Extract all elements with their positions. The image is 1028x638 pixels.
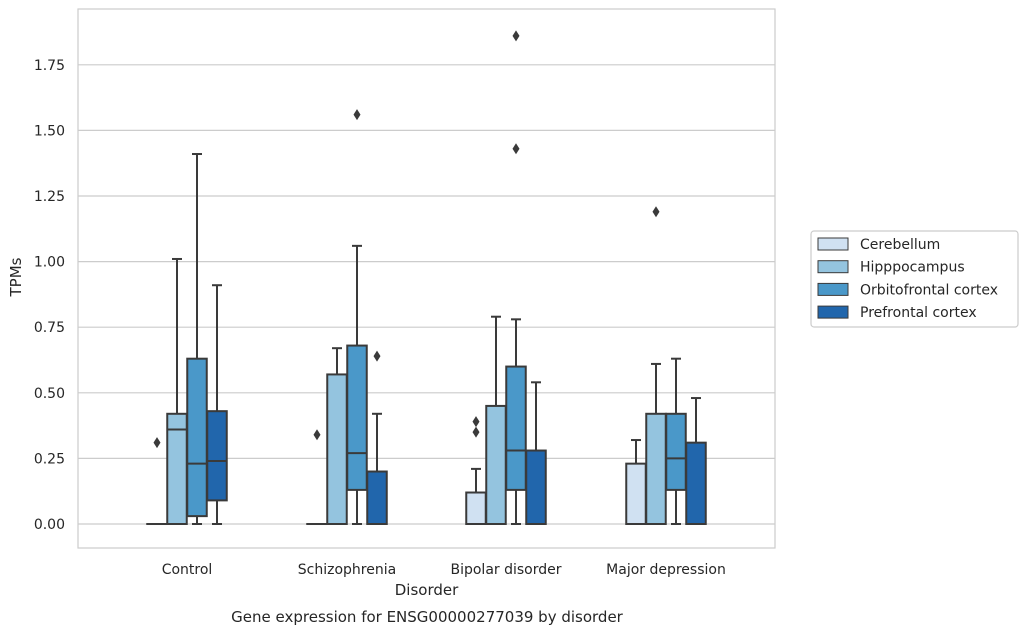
box-prefrontal-cortex — [367, 351, 387, 524]
y-tick-label: 0.50 — [34, 386, 65, 402]
box-body — [347, 346, 367, 490]
box-body — [367, 472, 387, 524]
box-cerebellum — [626, 440, 646, 524]
box-body — [626, 464, 646, 524]
box-orbitofrontal-cortex — [506, 30, 526, 524]
box-body — [646, 414, 666, 524]
box-orbitofrontal-cortex — [187, 154, 207, 524]
legend-swatch — [818, 306, 848, 318]
box-body — [686, 443, 706, 524]
y-tick-label: 0.00 — [34, 517, 65, 533]
legend: Cerebellum Hipppocampus Orbitofrontal cort… — [811, 231, 1018, 327]
box-layer — [147, 30, 706, 524]
legend-label: Prefrontal cortex — [860, 305, 977, 321]
y-tick-labels: 0.00 0.25 0.50 0.75 1.00 1.25 1.50 1.75 — [34, 58, 65, 533]
chart-title: Gene expression for ENSG00000277039 by d… — [231, 608, 624, 626]
box-body — [327, 374, 347, 524]
outlier-point — [513, 143, 520, 154]
outlier-point — [473, 427, 480, 438]
outlier-point — [154, 437, 161, 448]
box-cerebellum — [307, 429, 327, 524]
y-tick-label: 1.25 — [34, 189, 65, 205]
outlier-point — [354, 109, 361, 120]
outlier-point — [653, 206, 660, 217]
legend-label: Orbitofrontal cortex — [860, 282, 998, 298]
box-orbitofrontal-cortex — [666, 359, 686, 524]
category-group — [307, 109, 387, 524]
box-body — [486, 406, 506, 524]
x-tick-label: Major depression — [606, 562, 726, 578]
y-axis-label: TPMs — [7, 257, 25, 297]
x-tick-labels: Control Schizophrenia Bipolar disorder Majo… — [162, 562, 726, 578]
y-tick-label: 1.00 — [34, 255, 65, 271]
y-tick-label: 0.75 — [34, 320, 65, 336]
box-body — [466, 493, 486, 524]
box-hipppocampus — [646, 206, 666, 524]
x-tick-label: Control — [162, 562, 213, 578]
box-orbitofrontal-cortex — [347, 109, 367, 524]
box-hipppocampus — [167, 259, 187, 524]
x-axis-label: Disorder — [395, 581, 459, 599]
y-tick-label: 0.25 — [34, 451, 65, 467]
legend-swatch — [818, 238, 848, 250]
category-group — [626, 206, 706, 524]
outlier-point — [374, 351, 381, 362]
y-tick-label: 1.50 — [34, 123, 65, 139]
category-group — [466, 30, 546, 524]
box-body — [506, 367, 526, 490]
x-tick-label: Schizophrenia — [298, 562, 396, 578]
box-body — [666, 414, 686, 490]
box-body — [187, 359, 207, 516]
box-body — [207, 411, 227, 500]
category-group — [147, 154, 227, 524]
box-cerebellum — [147, 437, 167, 524]
y-tick-label: 1.75 — [34, 58, 65, 74]
legend-swatch — [818, 261, 848, 273]
outlier-point — [513, 30, 520, 41]
legend-label: Cerebellum — [860, 237, 940, 253]
box-hipppocampus — [486, 317, 506, 524]
outlier-point — [314, 429, 321, 440]
legend-swatch — [818, 283, 848, 295]
legend-label: Hipppocampus — [860, 260, 965, 276]
box-prefrontal-cortex — [686, 398, 706, 524]
box-prefrontal-cortex — [526, 382, 546, 524]
box-cerebellum — [466, 416, 486, 524]
outlier-point — [473, 416, 480, 427]
box-prefrontal-cortex — [207, 285, 227, 524]
x-tick-label: Bipolar disorder — [450, 562, 561, 578]
box-hipppocampus — [327, 348, 347, 524]
box-body — [526, 451, 546, 524]
